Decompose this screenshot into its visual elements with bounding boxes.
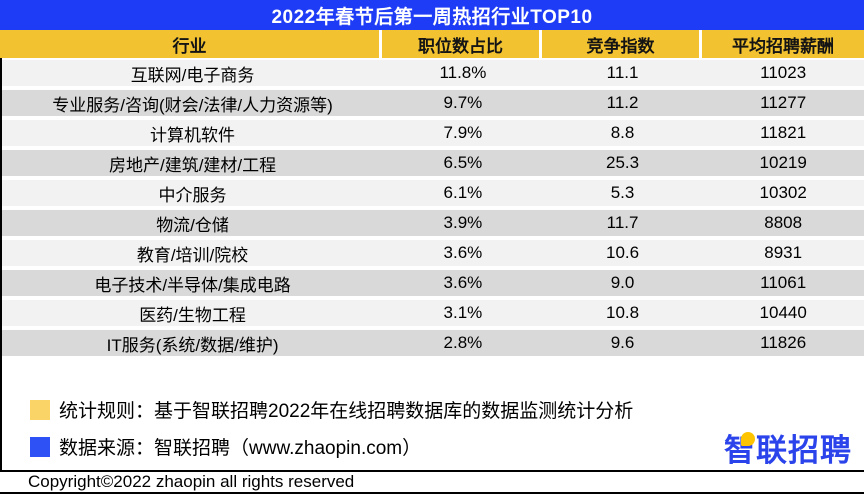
table-lower-section: 互联网/电子商务 11.8% 11.1 11023 专业服务/咨询(财会/法律/人力资源… — [0, 58, 864, 494]
table-row: 计算机软件 7.9% 8.8 11821 — [2, 120, 864, 146]
column-header-industry: 行业 — [0, 30, 382, 58]
notes-section: 统计规则：基于智联招聘2022年在线招聘数据库的数据监测统计分析 数据来源：智联… — [2, 360, 864, 470]
column-header-index: 竞争指数 — [542, 30, 702, 58]
title-bar: 2022年春节后第一周热招行业TOP10 — [0, 0, 864, 30]
cell-industry: 教育/培训/院校 — [136, 245, 249, 265]
cell-salary: 8808 — [764, 213, 803, 232]
table-row: 教育/培训/院校 3.6% 10.6 8931 — [2, 240, 864, 266]
cell-index: 11.1 — [606, 63, 639, 82]
table-row: IT服务(系统/数据/维护) 2.8% 9.6 11826 — [2, 330, 864, 356]
cell-industry: 物流/仓储 — [156, 215, 229, 235]
cell-share: 2.8% — [443, 333, 483, 352]
cell-industry: 中介服务 — [158, 185, 227, 205]
cell-index: 8.8 — [610, 123, 635, 142]
cell-salary: 10219 — [759, 153, 807, 172]
cell-share: 3.6% — [443, 243, 483, 262]
note-statistics-rule: 统计规则：基于智联招聘2022年在线招聘数据库的数据监测统计分析 — [30, 396, 864, 423]
note-data-source: 数据来源：智联招聘（www.zhaopin.com） — [30, 433, 864, 460]
table-row: 电子技术/半导体/集成电路 3.6% 9.0 11061 — [2, 270, 864, 296]
cell-index: 9.0 — [610, 273, 635, 292]
cell-share: 3.1% — [443, 303, 483, 322]
cell-industry: 专业服务/咨询(财会/法律/人力资源等) — [52, 95, 333, 115]
cell-industry: 医药/生物工程 — [139, 305, 246, 325]
yellow-square-bullet-icon — [30, 399, 50, 420]
cell-salary: 11826 — [760, 333, 807, 352]
cell-salary: 10440 — [759, 303, 807, 322]
table-header: 行业 职位数占比 竞争指数 平均招聘薪酬 — [0, 30, 864, 58]
column-header-salary: 平均招聘薪酬 — [702, 30, 864, 58]
cell-salary: 10302 — [759, 183, 807, 202]
blue-square-bullet-icon — [30, 436, 50, 457]
zhaopin-logo: 智联招聘 — [724, 432, 852, 466]
cell-share: 3.6% — [443, 273, 483, 292]
cell-industry: 电子技术/半导体/集成电路 — [94, 275, 291, 295]
cell-salary: 11061 — [760, 273, 807, 292]
logo-dot-icon — [741, 432, 755, 446]
cell-share: 7.9% — [443, 123, 483, 142]
note-text: 统计规则：基于智联招聘2022年在线招聘数据库的数据监测统计分析 — [59, 401, 634, 422]
column-header-share: 职位数占比 — [382, 30, 542, 58]
cell-index: 25.3 — [606, 153, 640, 172]
table-row: 中介服务 6.1% 5.3 10302 — [2, 180, 864, 206]
cell-share: 3.9% — [443, 213, 483, 232]
cell-index: 9.6 — [610, 333, 635, 352]
copyright-bar: Copyright©2022 zhaopin all rights reserv… — [0, 470, 864, 494]
cell-salary: 11821 — [760, 123, 807, 142]
table-row: 互联网/电子商务 11.8% 11.1 11023 — [2, 60, 864, 86]
table-row: 物流/仓储 3.9% 11.7 8808 — [2, 210, 864, 236]
cell-index: 5.3 — [610, 183, 635, 202]
cell-share: 6.1% — [443, 183, 483, 202]
cell-share: 11.8% — [439, 63, 487, 82]
table-row: 专业服务/咨询(财会/法律/人力资源等) 9.7% 11.2 11277 — [2, 90, 864, 116]
table-body: 互联网/电子商务 11.8% 11.1 11023 专业服务/咨询(财会/法律/人力资源… — [2, 58, 864, 360]
page-title: 2022年春节后第一周热招行业TOP10 — [271, 6, 593, 28]
cell-index: 10.8 — [606, 303, 640, 322]
copyright-text: Copyright©2022 zhaopin all rights reserv… — [28, 472, 355, 491]
cell-share: 6.5% — [443, 153, 483, 172]
cell-industry: 房地产/建筑/建材/工程 — [108, 155, 277, 175]
cell-industry: 互联网/电子商务 — [130, 65, 255, 85]
table-row: 医药/生物工程 3.1% 10.8 10440 — [2, 300, 864, 326]
cell-industry: IT服务(系统/数据/维护) — [106, 335, 279, 355]
cell-industry: 计算机软件 — [150, 125, 236, 145]
cell-salary: 11023 — [760, 63, 807, 82]
cell-index: 10.6 — [606, 243, 640, 262]
table-row: 房地产/建筑/建材/工程 6.5% 25.3 10219 — [2, 150, 864, 176]
note-text: 数据来源：智联招聘（www.zhaopin.com） — [59, 438, 422, 459]
cell-share: 9.7% — [443, 93, 483, 112]
cell-salary: 11277 — [760, 93, 807, 112]
cell-salary: 8931 — [764, 243, 803, 262]
cell-index: 11.7 — [606, 213, 639, 232]
cell-index: 11.2 — [606, 93, 639, 112]
